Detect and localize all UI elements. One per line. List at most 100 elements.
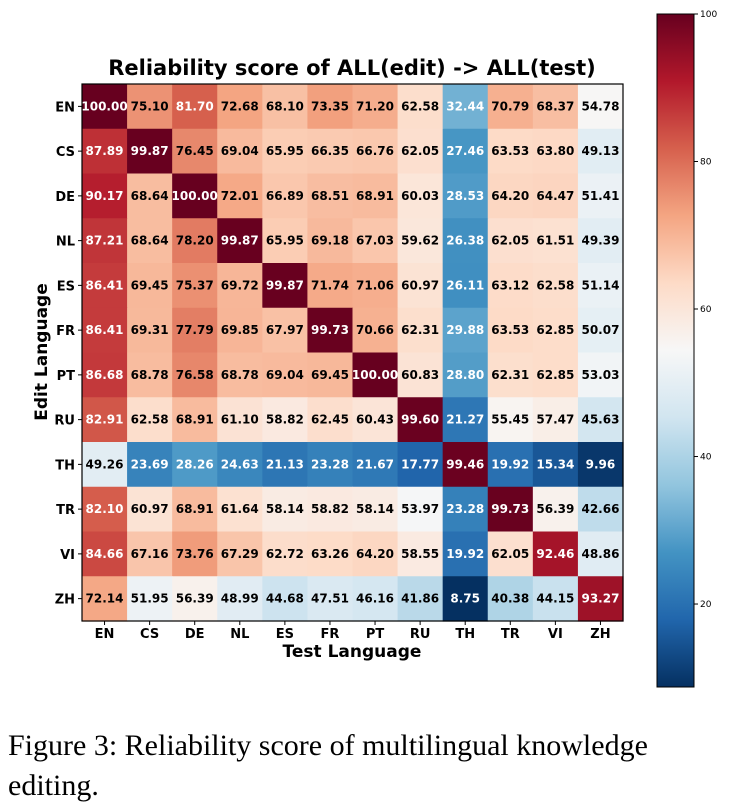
cell-value-label: 41.86 [401, 592, 439, 606]
heatmap-cell [397, 397, 444, 443]
cell-value-label: 62.31 [491, 368, 529, 382]
cell-value-label: 51.14 [581, 278, 619, 292]
cell-value-label: 51.95 [131, 592, 169, 606]
y-axis-ticks: EN CS DE NL ES FR PT RU TH TR VI ZH [54, 100, 82, 608]
heatmap-cell [532, 128, 579, 175]
cell-value-label: 61.10 [221, 413, 259, 427]
heatmap-cell [172, 352, 218, 398]
cell-value-label: 99.73 [311, 323, 349, 337]
cell-value-label: 62.58 [536, 278, 574, 292]
cell-value-label: 62.72 [266, 547, 304, 561]
cell-value-label: 19.92 [491, 457, 529, 471]
cell-value-label: 68.64 [131, 189, 169, 203]
cell-value-label: 87.21 [86, 234, 124, 248]
cell-value-label: 60.97 [131, 502, 169, 516]
cell-value-label: 27.46 [446, 144, 484, 158]
cell-value-label: 100.00 [352, 368, 398, 382]
heatmap-cell [442, 84, 489, 130]
heatmap-cell [487, 263, 534, 309]
cell-value-label: 72.68 [221, 99, 259, 113]
heatmap-cell [82, 128, 128, 175]
cell-value-label: 63.12 [491, 278, 529, 292]
heatmap-cell [487, 352, 534, 398]
cell-value-label: 46.16 [356, 592, 394, 606]
cell-value-label: 62.85 [536, 323, 574, 337]
heatmap-cell [307, 128, 354, 175]
heatmap-cell [577, 263, 624, 309]
cell-value-label: 23.28 [446, 502, 484, 516]
x-tick-label: FR [321, 627, 340, 642]
heatmap-cell [532, 84, 579, 130]
heatmap-cell [352, 218, 399, 264]
cell-value-label: 54.78 [581, 99, 619, 113]
heatmap-cell [577, 397, 624, 443]
cell-value-label: 9.96 [586, 457, 616, 471]
heatmap-cell [442, 263, 489, 309]
heatmap-cell [127, 352, 173, 398]
heatmap-cell [307, 576, 354, 622]
heatmap-cell [577, 128, 624, 175]
y-axis-label: Edit Language [32, 283, 52, 421]
heatmap-cell [82, 442, 128, 488]
x-tick-label: EN [95, 627, 115, 642]
cell-value-label: 21.13 [266, 457, 304, 471]
cell-value-label: 48.86 [581, 547, 619, 561]
heatmap-cell [397, 263, 444, 309]
heatmap-cell [307, 486, 354, 533]
cell-value-label: 90.17 [86, 189, 124, 203]
cell-value-label: 61.64 [221, 502, 259, 516]
cell-value-label: 45.63 [581, 413, 619, 427]
y-tick-label: ES [57, 279, 75, 294]
heatmap-cell [532, 576, 579, 622]
x-tick-label: NL [230, 627, 249, 642]
y-tick-label: ZH [55, 593, 75, 608]
x-tick-label: RU [410, 627, 431, 642]
x-tick-label: ZH [590, 627, 610, 642]
cell-value-label: 44.68 [266, 592, 304, 606]
heatmap-cell [577, 352, 624, 398]
colorbar-tick-label: 40 [700, 453, 712, 463]
heatmap-cell [307, 397, 354, 443]
cell-value-label: 75.37 [176, 278, 214, 292]
cell-value-label: 59.62 [401, 234, 439, 248]
cell-value-label: 99.60 [401, 413, 439, 427]
heatmap-cell [82, 84, 128, 130]
cell-value-label: 66.35 [311, 144, 349, 158]
cell-value-label: 40.38 [491, 592, 529, 606]
heatmap-cell [442, 128, 489, 175]
cell-value-label: 68.51 [311, 189, 349, 203]
colorbar-ticks: 20 40 60 80 100 [694, 10, 717, 610]
cell-value-label: 60.83 [401, 368, 439, 382]
heatmap-cell [217, 397, 263, 443]
cell-value-label: 99.87 [221, 234, 259, 248]
cell-value-label: 69.04 [266, 368, 304, 382]
heatmap-cell [127, 531, 173, 577]
heatmap-cell [217, 84, 263, 130]
cell-value-label: 99.87 [131, 144, 169, 158]
heatmap-cell [532, 352, 579, 398]
heatmap-cell [172, 218, 218, 264]
cell-value-label: 51.41 [581, 189, 619, 203]
heatmap-cell [532, 173, 579, 219]
cell-value-label: 44.15 [536, 592, 574, 606]
cell-value-label: 82.91 [86, 413, 124, 427]
heatmap-cell [532, 218, 579, 264]
cell-value-label: 21.67 [356, 457, 394, 471]
heatmap-cell [307, 263, 354, 309]
cell-value-label: 56.39 [536, 502, 574, 516]
heatmap-cell [127, 486, 173, 533]
cell-value-label: 62.58 [401, 99, 439, 113]
heatmap-cell [442, 352, 489, 398]
heatmap-cell [307, 442, 354, 488]
heatmap-cell [577, 84, 624, 130]
heatmap-cell [442, 307, 489, 354]
y-tick-label: DE [55, 190, 75, 205]
cell-value-label: 62.05 [491, 547, 529, 561]
heatmap-cell [217, 173, 263, 219]
heatmap-cell [487, 173, 534, 219]
cell-value-label: 68.10 [266, 99, 304, 113]
cell-value-label: 86.41 [86, 323, 124, 337]
x-tick-label: TH [455, 627, 475, 642]
cell-value-label: 72.14 [86, 592, 124, 606]
heatmap-cell [172, 128, 218, 175]
